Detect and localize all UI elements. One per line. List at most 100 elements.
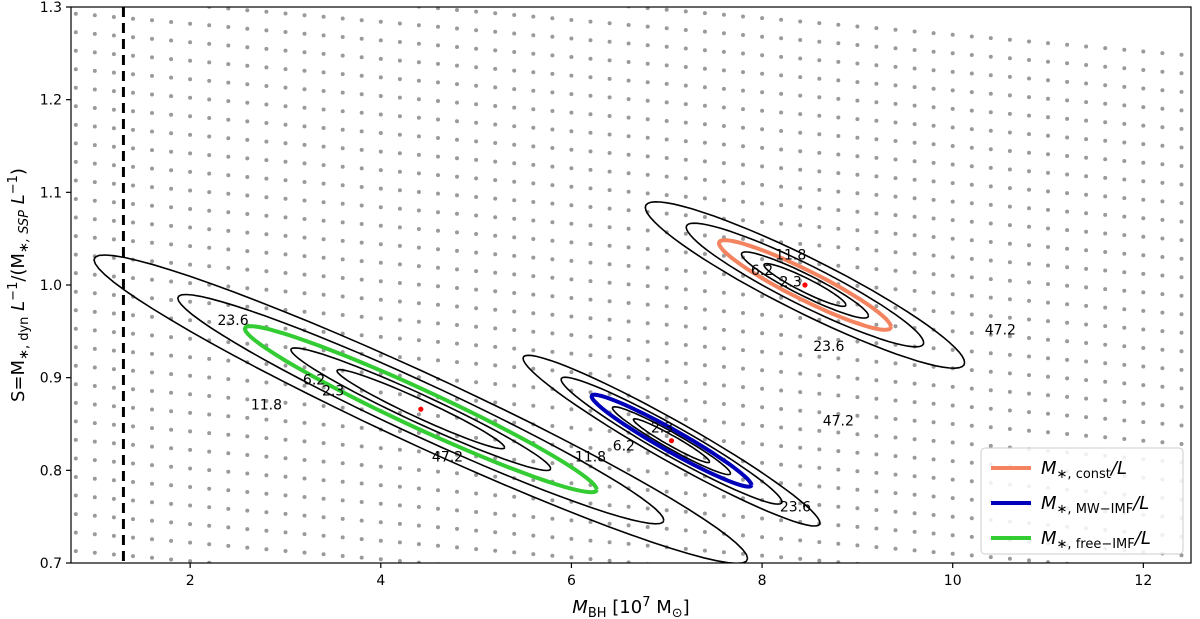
grid-sample-dot — [416, 152, 421, 157]
grid-sample-dot — [1084, 415, 1089, 420]
grid-sample-dot — [359, 147, 364, 152]
grid-sample-dot — [1046, 374, 1050, 379]
grid-sample-dot — [493, 196, 498, 201]
grid-sample-dot — [1065, 283, 1070, 288]
grid-sample-dot — [1084, 322, 1089, 327]
grid-sample-dot — [321, 218, 326, 223]
grid-sample-dot — [779, 110, 784, 115]
contour-line — [611, 405, 732, 476]
grid-sample-dot — [512, 31, 517, 36]
grid-sample-dot — [683, 194, 688, 199]
grid-sample-dot — [931, 309, 936, 314]
grid-sample-dot — [131, 517, 135, 522]
grid-sample-dot — [874, 174, 879, 179]
grid-sample-dot — [283, 233, 288, 238]
grid-sample-dot — [283, 252, 288, 257]
grid-sample-dot — [73, 122, 78, 127]
grid-sample-dot — [683, 528, 688, 533]
grid-sample-dot — [92, 68, 97, 73]
grid-sample-dot — [226, 506, 231, 511]
grid-sample-dot — [760, 34, 765, 39]
grid-sample-dot — [893, 546, 898, 551]
grid-sample-dot — [760, 220, 765, 224]
grid-sample-dot — [836, 412, 841, 416]
grid-sample-dot — [1065, 432, 1070, 436]
grid-sample-dot — [169, 205, 174, 210]
grid-sample-dot — [607, 299, 612, 304]
grid-sample-dot — [226, 525, 231, 530]
grid-sample-dot — [1046, 245, 1050, 249]
grid-sample-dot — [416, 282, 421, 287]
grid-sample-dot — [626, 245, 631, 250]
grid-sample-dot — [111, 330, 116, 335]
grid-sample-dot — [702, 381, 707, 386]
grid-sample-dot — [111, 163, 116, 168]
grid-sample-dot — [950, 422, 955, 426]
grid-sample-dot — [131, 164, 135, 169]
grid-sample-dot — [1046, 282, 1050, 287]
grid-sample-dot — [607, 558, 612, 563]
grid-sample-dot — [531, 403, 536, 408]
grid-sample-dot — [359, 166, 364, 171]
grid-sample-dot — [283, 178, 288, 183]
grid-sample-dot — [1103, 175, 1108, 180]
grid-sample-dot — [588, 316, 593, 321]
grid-sample-dot — [1179, 201, 1184, 206]
grid-sample-dot — [111, 311, 116, 316]
grid-sample-dot — [207, 227, 212, 232]
grid-sample-dot — [912, 548, 917, 553]
grid-sample-dot — [1007, 334, 1012, 339]
grid-sample-dot — [1007, 149, 1012, 153]
grid-sample-dot — [683, 398, 688, 403]
contour-level-label: 11.8 — [775, 247, 806, 263]
grid-sample-dot — [1122, 362, 1127, 367]
grid-sample-dot — [1027, 39, 1031, 44]
grid-sample-dot — [817, 447, 822, 452]
grid-sample-dot — [1141, 308, 1146, 313]
grid-sample-dot — [436, 284, 440, 289]
grid-sample-dot — [931, 197, 936, 202]
grid-sample-dot — [664, 119, 669, 123]
grid-sample-dot — [702, 233, 707, 238]
grid-sample-dot — [1027, 354, 1031, 359]
grid-sample-dot — [264, 195, 269, 200]
grid-sample-dot — [397, 188, 402, 193]
grid-sample-dot — [73, 159, 78, 164]
grid-sample-dot — [169, 20, 174, 24]
grid-sample-dot — [741, 218, 745, 223]
grid-sample-dot — [340, 424, 345, 429]
grid-sample-dot — [874, 100, 879, 105]
grid-sample-dot — [131, 202, 135, 206]
grid-sample-dot — [188, 540, 193, 545]
grid-sample-dot — [664, 44, 669, 49]
grid-sample-dot — [1084, 266, 1089, 271]
axes: 2 4 6 8 10 120.70.80.91.01.11.21.3 — [40, 0, 1153, 589]
grid-sample-dot — [1065, 302, 1070, 307]
grid-sample-dot — [245, 434, 250, 439]
grid-sample-dot — [969, 405, 974, 410]
grid-sample-dot — [912, 29, 917, 34]
grid-sample-dot — [302, 68, 307, 73]
grid-sample-dot — [626, 60, 631, 64]
grid-sample-dot — [1065, 172, 1070, 177]
grid-sample-dot — [1027, 169, 1031, 174]
grid-sample-dot — [798, 130, 803, 135]
grid-sample-dot — [1046, 356, 1050, 361]
grid-sample-dot — [169, 38, 174, 43]
grid-sample-dot — [455, 174, 459, 179]
grid-sample-dot — [1007, 56, 1012, 61]
grid-sample-dot — [264, 491, 269, 496]
grid-sample-dot — [111, 89, 116, 94]
grid-sample-dot — [702, 11, 707, 16]
grid-sample-dot — [1007, 278, 1012, 283]
grid-sample-dot — [226, 451, 231, 456]
grid-sample-dot — [340, 164, 345, 169]
grid-sample-dot — [893, 139, 898, 143]
grid-sample-dot — [626, 319, 631, 324]
grid-sample-dot — [378, 112, 383, 117]
grid-sample-dot — [321, 515, 326, 520]
grid-sample-dot — [588, 279, 593, 284]
grid-sample-dot — [455, 193, 459, 198]
y-tick-label: 1.2 — [40, 93, 62, 109]
grid-sample-dot — [874, 489, 879, 494]
